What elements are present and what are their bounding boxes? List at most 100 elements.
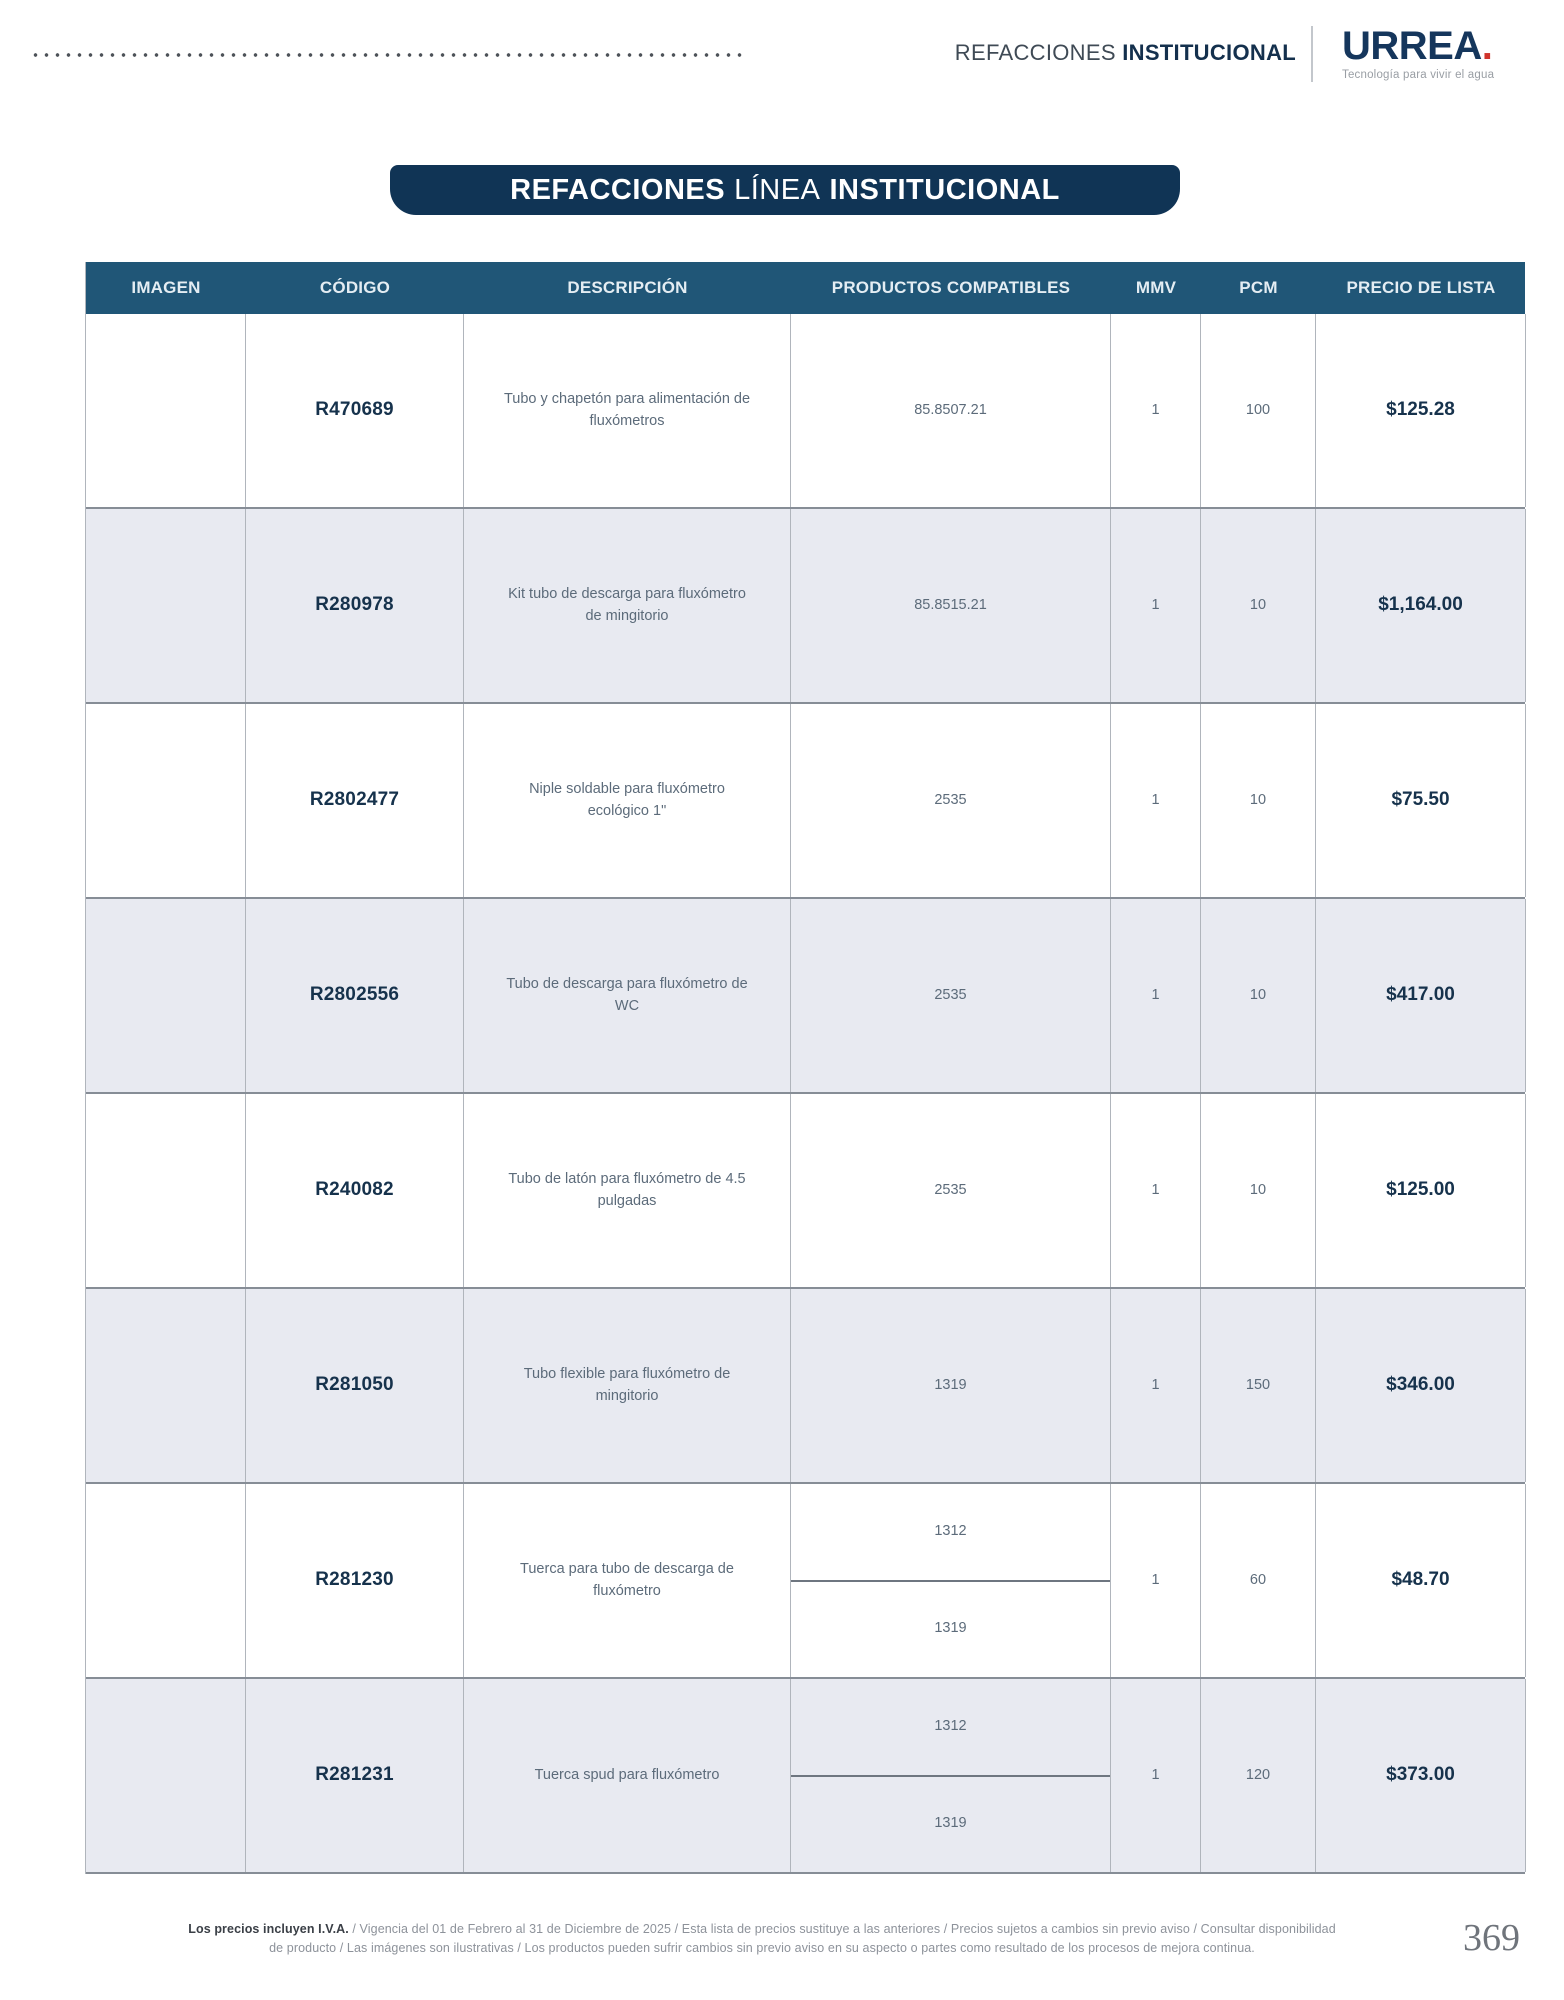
compatible-products-cell: 2535 <box>791 704 1111 897</box>
column-header-codigo: CÓDIGO <box>319 278 391 297</box>
product-price-cell: $75.50 <box>1316 704 1526 897</box>
logo-wordmark: URREA. <box>1342 24 1493 68</box>
product-image-cell <box>86 314 246 507</box>
section-name-bold: INSTITUCIONAL <box>1122 40 1296 65</box>
product-price: $75.50 <box>1391 789 1450 811</box>
table-row: R281050 Tubo flexible para fluxómetro de… <box>86 1289 1526 1484</box>
product-description: Niple soldable para fluxómetro ecológico… <box>529 780 725 819</box>
product-price: $48.70 <box>1391 1569 1450 1591</box>
product-pcm: 120 <box>1245 1766 1271 1783</box>
product-pcm-cell: 100 <box>1201 314 1316 507</box>
product-description: Tubo de descarga para fluxómetro de WC <box>506 975 748 1014</box>
column-header-compatibles: PRODUCTOS COMPATIBLES <box>831 278 1071 297</box>
product-code: R281231 <box>315 1764 394 1786</box>
product-mmv: 1 <box>1151 596 1160 613</box>
product-mmv-cell: 1 <box>1111 1679 1201 1872</box>
product-price-cell: $346.00 <box>1316 1289 1526 1482</box>
product-pcm-cell: 10 <box>1201 899 1316 1092</box>
product-description: Tubo de latón para fluxómetro de 4.5 pul… <box>508 1170 746 1209</box>
product-description-cell: Tubo flexible para fluxómetro de mingito… <box>464 1289 791 1482</box>
product-mmv-cell: 1 <box>1111 899 1201 1092</box>
compatible-product: 1319 <box>934 1376 967 1393</box>
compatible-product: 1312 <box>934 1522 967 1539</box>
column-header-imagen: IMAGEN <box>131 278 201 297</box>
product-code-cell: R470689 <box>246 314 464 507</box>
column-header-pcm: PCM <box>1239 278 1278 297</box>
product-code-cell: R281231 <box>246 1679 464 1872</box>
product-image-cell <box>86 704 246 897</box>
title-part-2: LÍNEA <box>734 173 821 206</box>
compatible-product: 2535 <box>934 791 967 808</box>
product-price-cell: $417.00 <box>1316 899 1526 1092</box>
product-image-cell <box>86 1484 246 1677</box>
page-title-banner: REFACCIONES LÍNEA INSTITUCIONAL <box>390 165 1180 215</box>
product-pcm: 60 <box>1249 1571 1267 1588</box>
product-description: Tubo y chapetón para alimentación de flu… <box>503 390 751 429</box>
product-price-cell: $1,164.00 <box>1316 509 1526 702</box>
product-image-cell <box>86 899 246 1092</box>
product-price: $125.28 <box>1386 399 1455 421</box>
footer-line-1-rest: / Vigencia del 01 de Febrero al 31 de Di… <box>348 1922 1336 1936</box>
logo-red-dot: . <box>1481 24 1493 68</box>
compatible-product: 1319 <box>791 1774 1110 1873</box>
product-price: $125.00 <box>1386 1179 1455 1201</box>
product-description-cell: Tubo y chapetón para alimentación de flu… <box>464 314 791 507</box>
product-description-cell: Tuerca spud para fluxómetro <box>464 1679 791 1872</box>
product-description-cell: Tubo de descarga para fluxómetro de WC <box>464 899 791 1092</box>
product-mmv: 1 <box>1151 1766 1160 1783</box>
product-code-cell: R280978 <box>246 509 464 702</box>
table-header-row: IMAGEN CÓDIGO DESCRIPCIÓN PRODUCTOS COMP… <box>86 262 1525 314</box>
product-pcm-cell: 10 <box>1201 1094 1316 1287</box>
product-mmv-cell: 1 <box>1111 1094 1201 1287</box>
product-mmv: 1 <box>1151 401 1160 418</box>
product-image-cell <box>86 1679 246 1872</box>
product-price-cell: $373.00 <box>1316 1679 1526 1872</box>
footer-line-2: de producto / Las imágenes son ilustrati… <box>269 1940 1255 1955</box>
products-table: IMAGEN CÓDIGO DESCRIPCIÓN PRODUCTOS COMP… <box>85 262 1526 1874</box>
product-mmv: 1 <box>1151 1181 1160 1198</box>
compatible-products-cell: 1312 1319 <box>791 1484 1111 1677</box>
product-mmv-cell: 1 <box>1111 1289 1201 1482</box>
footer-bold-prefix: Los precios incluyen I.V.A. <box>188 1922 349 1936</box>
product-code: R281050 <box>315 1374 394 1396</box>
product-code: R2802477 <box>309 789 400 811</box>
product-description: Kit tubo de descarga para fluxómetro de … <box>508 585 746 624</box>
product-pcm-cell: 10 <box>1201 509 1316 702</box>
product-image-cell <box>86 1289 246 1482</box>
product-pcm-cell: 10 <box>1201 704 1316 897</box>
compatible-product: 2535 <box>934 1181 967 1198</box>
product-price-cell: $48.70 <box>1316 1484 1526 1677</box>
product-price-cell: $125.28 <box>1316 314 1526 507</box>
product-price: $417.00 <box>1386 984 1455 1006</box>
product-pcm-cell: 150 <box>1201 1289 1316 1482</box>
table-body: R470689 Tubo y chapetón para alimentació… <box>86 314 1526 1874</box>
product-mmv: 1 <box>1151 986 1160 1003</box>
compatible-product: 2535 <box>934 986 967 1003</box>
product-pcm: 10 <box>1249 986 1267 1003</box>
compatible-products-cell: 2535 <box>791 899 1111 1092</box>
compatible-products-cell: 1319 <box>791 1289 1111 1482</box>
product-pcm: 100 <box>1245 401 1271 418</box>
product-pcm: 10 <box>1249 791 1267 808</box>
product-description: Tubo flexible para fluxómetro de mingito… <box>523 1365 731 1404</box>
product-description: Tuerca spud para fluxómetro <box>534 1766 720 1783</box>
table-row: R240082 Tubo de latón para fluxómetro de… <box>86 1094 1526 1289</box>
product-price: $346.00 <box>1386 1374 1455 1396</box>
product-pcm-cell: 120 <box>1201 1679 1316 1872</box>
compatible-product: 1319 <box>791 1579 1110 1678</box>
product-pcm: 10 <box>1249 596 1267 613</box>
product-price-cell: $125.00 <box>1316 1094 1526 1287</box>
product-mmv: 1 <box>1151 1376 1160 1393</box>
product-price: $1,164.00 <box>1378 594 1463 616</box>
compatible-product: 85.8507.21 <box>914 401 987 418</box>
dotted-leader-line <box>30 52 746 58</box>
product-mmv-cell: 1 <box>1111 1484 1201 1677</box>
logo-tagline: Tecnología para vivir el agua <box>1342 69 1495 81</box>
product-image-cell <box>86 1094 246 1287</box>
product-mmv-cell: 1 <box>1111 704 1201 897</box>
product-price: $373.00 <box>1386 1764 1455 1786</box>
product-description-cell: Tuerca para tubo de descarga de fluxómet… <box>464 1484 791 1677</box>
product-pcm-cell: 60 <box>1201 1484 1316 1677</box>
page-number: 369 <box>1463 1917 1520 1959</box>
